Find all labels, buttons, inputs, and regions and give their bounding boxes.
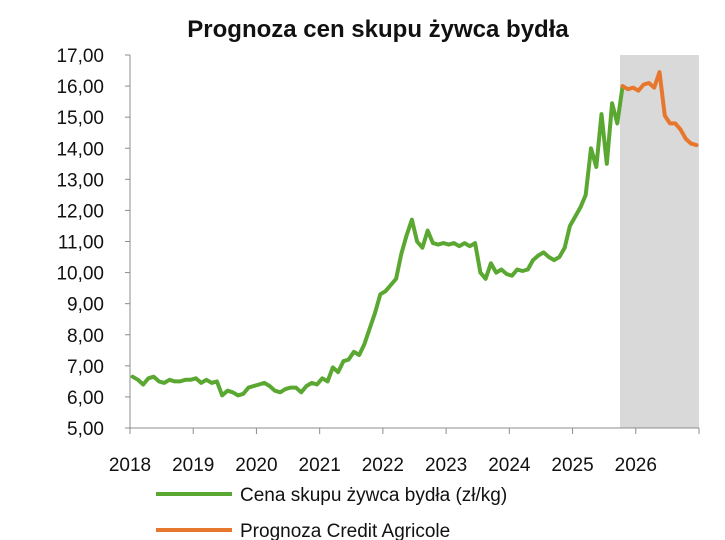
series-line-forecast: [620, 70, 699, 148]
x-tick-label: 2026: [615, 455, 657, 476]
x-tick-label: 2023: [425, 455, 467, 476]
y-tick-label: 12,00: [56, 201, 104, 222]
legend-label-forecast: Prognoza Credit Agricole: [240, 521, 450, 540]
y-tick-label: 14,00: [56, 139, 104, 160]
y-tick-label: 10,00: [56, 264, 104, 285]
legend: Cena skupu żywca bydła (zł/kg) Prognoza …: [156, 485, 507, 540]
y-tick-label: 8,00: [67, 326, 104, 347]
y-tick-label: 11,00: [58, 233, 104, 254]
y-tick-label: 17,00: [56, 46, 104, 67]
chart-title: Prognoza cen skupu żywca bydła: [187, 16, 569, 43]
x-tick-label: 2021: [299, 455, 341, 476]
x-tick-label: 2020: [235, 455, 277, 476]
y-tick-label: 13,00: [56, 170, 104, 191]
x-tick-label: 2018: [109, 455, 151, 476]
x-tick-label: 2022: [362, 455, 404, 476]
y-tick-label: 7,00: [67, 357, 104, 378]
y-tick-label: 9,00: [67, 295, 104, 316]
forecast-shaded-region: [619, 55, 699, 428]
legend-label-actual: Cena skupu żywca bydła (zł/kg): [240, 485, 507, 506]
y-tick-label: 6,00: [67, 388, 104, 409]
y-tick-label: 5,00: [67, 419, 104, 440]
y-tick-label: 15,00: [56, 108, 104, 129]
plot-area: 5,00 6,00 7,00 8,00 9,00 10,00 11,00 12,00 13,00…: [56, 46, 700, 476]
y-tick-label: 16,00: [56, 77, 104, 98]
x-tick-label: 2019: [172, 455, 214, 476]
x-tick-label: 2024: [488, 455, 531, 476]
series-line-actual: [130, 84, 625, 398]
x-tick-label: 2025: [551, 455, 593, 476]
